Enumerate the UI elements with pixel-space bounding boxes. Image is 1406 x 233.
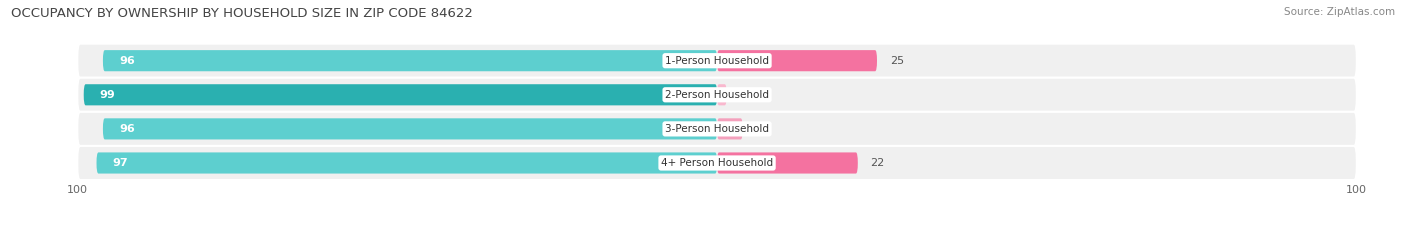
Text: 3-Person Household: 3-Person Household: [665, 124, 769, 134]
Text: 25: 25: [890, 56, 904, 66]
Legend: Owner-occupied, Renter-occupied: Owner-occupied, Renter-occupied: [598, 230, 837, 233]
FancyBboxPatch shape: [77, 146, 1357, 180]
FancyBboxPatch shape: [717, 152, 858, 174]
FancyBboxPatch shape: [717, 118, 742, 140]
Text: 4: 4: [755, 124, 762, 134]
Text: 4+ Person Household: 4+ Person Household: [661, 158, 773, 168]
FancyBboxPatch shape: [77, 78, 1357, 112]
FancyBboxPatch shape: [97, 152, 717, 174]
FancyBboxPatch shape: [77, 112, 1357, 146]
FancyBboxPatch shape: [103, 118, 717, 140]
Text: 96: 96: [120, 56, 135, 66]
Text: 2-Person Household: 2-Person Household: [665, 90, 769, 100]
Text: 1-Person Household: 1-Person Household: [665, 56, 769, 66]
Text: 0: 0: [730, 90, 737, 100]
Text: 97: 97: [112, 158, 128, 168]
FancyBboxPatch shape: [84, 84, 717, 105]
Text: OCCUPANCY BY OWNERSHIP BY HOUSEHOLD SIZE IN ZIP CODE 84622: OCCUPANCY BY OWNERSHIP BY HOUSEHOLD SIZE…: [11, 7, 474, 20]
Text: 99: 99: [100, 90, 115, 100]
Text: Source: ZipAtlas.com: Source: ZipAtlas.com: [1284, 7, 1395, 17]
FancyBboxPatch shape: [103, 50, 717, 71]
FancyBboxPatch shape: [77, 44, 1357, 78]
FancyBboxPatch shape: [717, 50, 877, 71]
Text: 22: 22: [870, 158, 884, 168]
Text: 96: 96: [120, 124, 135, 134]
FancyBboxPatch shape: [717, 84, 727, 105]
